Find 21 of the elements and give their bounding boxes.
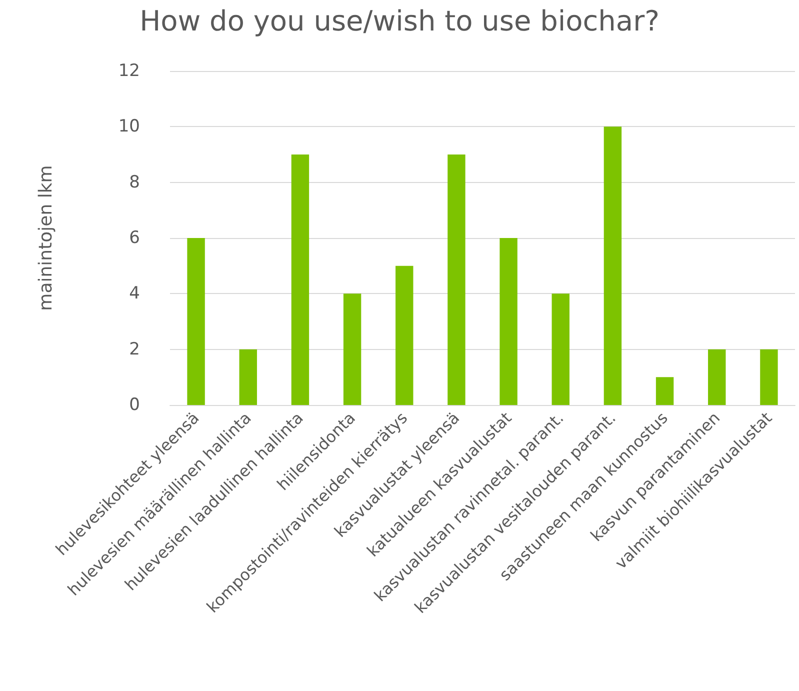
bar — [604, 126, 622, 405]
y-tick-label: 2 — [129, 339, 140, 360]
y-tick-label: 10 — [118, 116, 140, 137]
bar — [552, 294, 570, 405]
chart-title: How do you use/wish to use biochar? — [140, 4, 660, 38]
bar — [291, 154, 310, 405]
y-axis-title: mainintojen lkm — [36, 165, 56, 311]
y-tick-label: 8 — [129, 172, 140, 192]
bar — [708, 349, 726, 405]
bar — [448, 154, 466, 405]
bar — [239, 349, 257, 405]
bar — [187, 238, 205, 405]
bar — [656, 377, 674, 405]
bar — [500, 238, 518, 405]
bar — [396, 266, 414, 405]
y-tick-label: 6 — [129, 228, 140, 248]
bar — [343, 294, 362, 405]
bar — [760, 349, 778, 405]
y-tick-label: 12 — [118, 61, 140, 81]
y-tick-label: 0 — [129, 395, 140, 415]
y-tick-label: 4 — [129, 284, 140, 304]
